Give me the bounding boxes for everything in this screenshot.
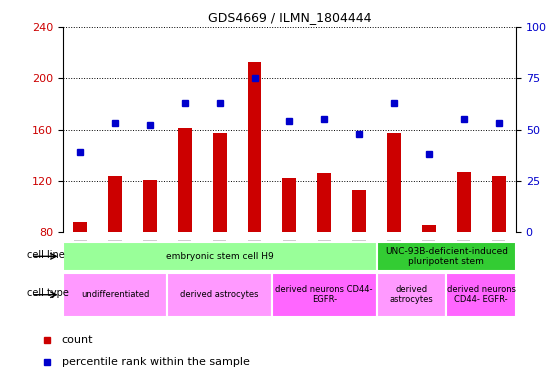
Text: derived
astrocytes: derived astrocytes (389, 285, 434, 305)
Bar (143, 180, 157, 232)
Text: derived neurons CD44-
EGFR-: derived neurons CD44- EGFR- (276, 285, 373, 305)
Bar (387, 134, 401, 232)
Bar (377, 242, 516, 271)
Bar (317, 173, 331, 232)
Text: UNC-93B-deficient-induced
pluripotent stem: UNC-93B-deficient-induced pluripotent st… (385, 247, 508, 266)
Text: cell type: cell type (27, 288, 68, 298)
Text: cell line: cell line (27, 250, 64, 260)
Text: derived neurons
CD44- EGFR-: derived neurons CD44- EGFR- (447, 285, 515, 305)
Bar (282, 179, 296, 232)
Bar (446, 273, 516, 317)
Bar (213, 134, 227, 232)
Bar (272, 273, 377, 317)
Text: percentile rank within the sample: percentile rank within the sample (62, 358, 250, 367)
Bar (456, 172, 471, 232)
Text: undifferentiated: undifferentiated (81, 290, 149, 299)
Text: derived astrocytes: derived astrocytes (180, 290, 259, 299)
Bar (73, 222, 87, 232)
Text: count: count (62, 335, 93, 345)
Bar (63, 242, 377, 271)
Title: GDS4669 / ILMN_1804444: GDS4669 / ILMN_1804444 (207, 11, 371, 24)
Bar (63, 273, 168, 317)
Bar (377, 273, 446, 317)
Text: embryonic stem cell H9: embryonic stem cell H9 (166, 252, 274, 261)
Bar (178, 128, 192, 232)
Bar (352, 190, 366, 232)
Bar (422, 225, 436, 232)
Bar (491, 176, 506, 232)
Bar (108, 176, 122, 232)
Bar (168, 273, 272, 317)
Bar (247, 61, 262, 232)
